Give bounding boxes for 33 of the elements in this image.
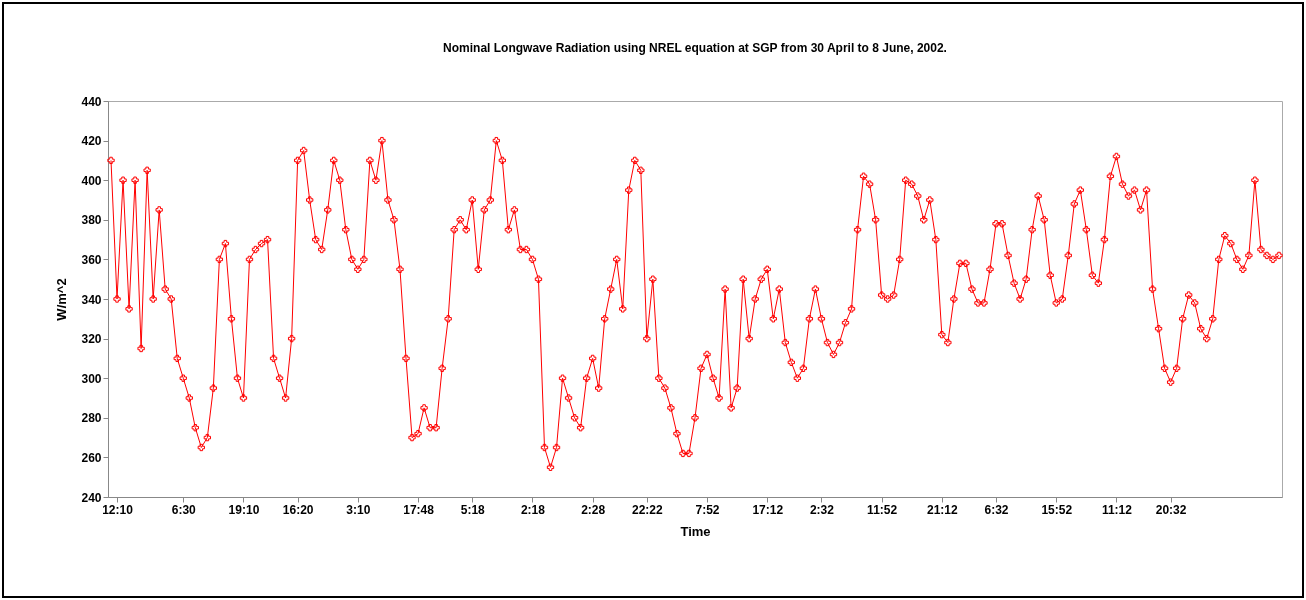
x-tick-label: 17:12 xyxy=(752,502,784,517)
x-tick-label: 7:52 xyxy=(695,502,720,517)
x-tick-label: 2:28 xyxy=(581,502,606,517)
y-tick-label: 240 xyxy=(81,490,102,505)
x-tick-label: 6:32 xyxy=(984,502,1009,517)
x-tick-label: 12:10 xyxy=(102,502,134,517)
y-tick-label: 360 xyxy=(81,252,102,267)
y-tick-label: 300 xyxy=(81,371,102,386)
x-tick-label: 19:10 xyxy=(228,502,260,517)
x-tick-label: 2:18 xyxy=(520,502,546,517)
x-tick-label: 2:32 xyxy=(809,502,835,517)
x-tick-label: 11:12 xyxy=(1101,502,1133,517)
x-tick-label: 21:12 xyxy=(926,502,959,517)
chart-title: Nominal Longwave Radiation using NREL equation at SGP from 30 April to 8 June, 2002. xyxy=(443,41,947,55)
y-tick-label: 400 xyxy=(81,173,102,188)
x-tick-label: 15:52 xyxy=(1041,502,1073,517)
y-tick-label: 380 xyxy=(81,213,102,228)
y-tick-label: 280 xyxy=(81,411,102,426)
y-tick-label: 340 xyxy=(81,292,102,307)
x-tick-label: 6:30 xyxy=(171,502,197,517)
y-tick-label: 420 xyxy=(81,134,102,149)
y-tick-label: 260 xyxy=(81,450,102,465)
x-tick-label: 11:52 xyxy=(867,502,898,517)
y-tick-label: 320 xyxy=(81,332,102,347)
x-tick-label: 22:22 xyxy=(631,502,663,517)
x-tick-label: 20:32 xyxy=(1155,502,1187,517)
x-tick-label: 16:20 xyxy=(282,502,314,517)
x-tick-label: 17:48 xyxy=(403,502,435,517)
y-tick-label: 440 xyxy=(81,94,102,109)
x-axis-title: Time xyxy=(680,523,711,539)
x-tick-label: 5:18 xyxy=(460,502,486,517)
y-axis-title: W/m^2 xyxy=(54,278,70,321)
x-tick-label: 3:10 xyxy=(346,502,371,517)
